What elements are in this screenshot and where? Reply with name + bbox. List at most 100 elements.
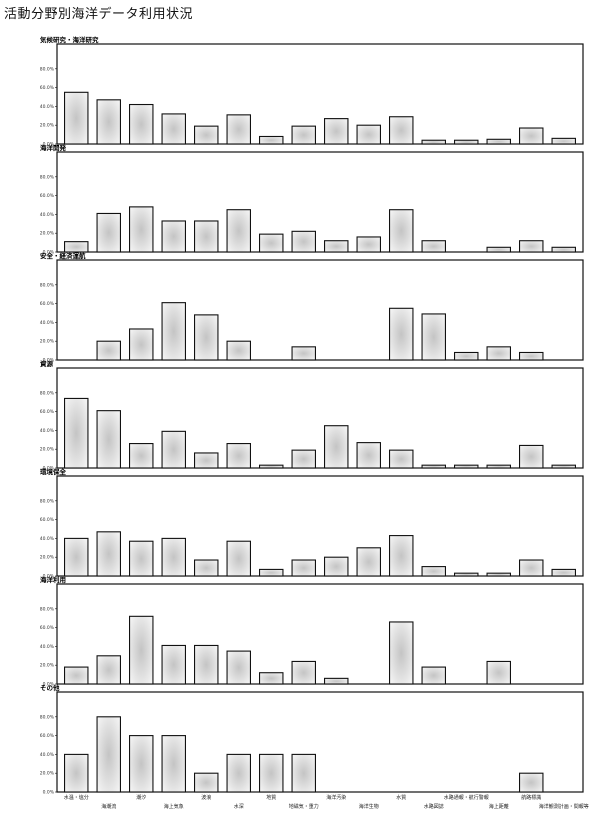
bar [486,464,511,469]
bar [194,772,219,793]
x-tick-label: 航路標識 [521,794,541,801]
y-tick-label: 20.0% [40,447,55,453]
y-tick-label: 60.0% [40,409,55,415]
bar [96,410,122,469]
y-tick-label: 20.0% [40,771,55,777]
y-tick-label: 40.0% [40,644,55,650]
bar [96,212,122,253]
bar [161,430,187,469]
bar [486,246,511,253]
y-tick-label: 40.0% [40,104,55,110]
bar [388,535,414,577]
bar [291,230,316,253]
y-tick-label: 0.0% [43,358,55,364]
bar [226,540,252,577]
y-tick-label: 40.0% [40,428,55,434]
bar [388,621,414,685]
bar [421,240,446,253]
y-tick-label: 60.0% [40,85,55,91]
bar [388,116,414,145]
x-tick-label: 海上気象 [164,803,184,810]
y-tick-label: 80.0% [40,390,55,396]
y-tick-label: 0.0% [43,142,55,148]
bar [421,464,446,469]
y-tick-label: 20.0% [40,231,55,237]
bar [194,644,219,685]
bar [291,559,316,577]
y-tick-label: 80.0% [40,606,55,612]
bar [96,716,122,793]
x-tick-label: 水深 [234,803,244,810]
bar [258,233,284,253]
y-tick-label: 40.0% [40,752,55,758]
y-tick-label: 0.0% [43,790,55,796]
bar [291,125,316,145]
bar [129,540,154,577]
bar [96,655,122,685]
bar [453,139,479,145]
y-tick-label: 60.0% [40,517,55,523]
bar [194,220,219,253]
bar [518,772,544,793]
panel-frame-4 [56,475,584,577]
bar [161,302,187,361]
y-tick-label: 80.0% [40,66,55,72]
bar [518,559,544,577]
bar [421,566,446,577]
bar [129,328,154,361]
y-tick-label: 20.0% [40,339,55,345]
y-tick-label: 20.0% [40,663,55,669]
x-tick-label: 水路図誌 [424,803,444,810]
bar [161,537,187,577]
bar [486,572,511,577]
bar [161,220,187,253]
bar [291,753,316,793]
panel-frame-3 [56,367,584,469]
y-tick-label: 40.0% [40,536,55,542]
bar [453,572,479,577]
x-tick-label: 波浪 [201,794,211,801]
x-tick-label: 水温・塩分 [64,794,89,801]
bar [194,125,219,145]
y-tick-label: 40.0% [40,320,55,326]
bar [96,340,122,361]
bar [258,753,284,793]
bar [323,240,349,253]
x-tick-label: 海洋汚染 [326,794,346,801]
bar [551,246,576,253]
bar [64,537,89,577]
x-tick-label: 地磁気・重力 [289,803,319,810]
x-tick-label: 潮汐 [136,794,146,801]
bar [323,677,349,685]
bar [64,397,89,469]
bar [421,139,446,145]
y-tick-label: 0.0% [43,682,55,688]
panel-title-1: 海洋開発 [40,143,67,152]
y-tick-label: 0.0% [43,574,55,580]
bar [129,206,154,253]
panel-frame-2 [56,259,584,361]
bar [129,443,154,469]
bar [551,568,576,577]
bar [453,351,479,361]
y-tick-label: 40.0% [40,212,55,218]
panel-frame-6 [56,691,584,793]
bar [453,464,479,469]
bar [226,650,252,685]
bar [194,314,219,361]
bar [421,666,446,685]
bar [258,464,284,469]
panel-frame-5 [56,583,584,685]
page-title: 活動分野別海洋データ利用状況 [4,7,194,22]
bar [323,118,349,145]
panel-title-6: その他 [40,683,60,692]
bar [258,135,284,145]
y-tick-label: 0.0% [43,250,55,256]
bar [356,236,381,253]
panel-title-2: 安全・経済運航 [40,251,86,260]
panel-title-0: 気候研究・海洋研究 [40,35,99,44]
panel-title-3: 資源 [40,359,54,368]
y-tick-label: 20.0% [40,123,55,129]
x-tick-label: 海洋観測計画・間報等 [539,803,589,810]
